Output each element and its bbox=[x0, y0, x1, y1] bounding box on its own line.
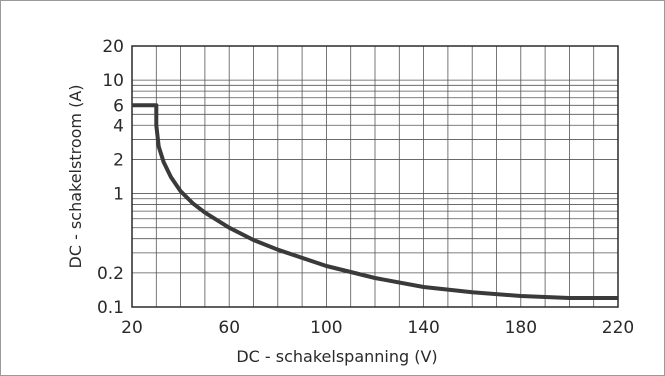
x-tick-label: 180 bbox=[505, 318, 537, 338]
y-tick-label: 20 bbox=[102, 37, 124, 57]
y-tick-label: 0.1 bbox=[97, 298, 124, 318]
y-tick-label: 6 bbox=[113, 96, 124, 116]
x-tick-label: 100 bbox=[310, 318, 342, 338]
y-tick-label: 4 bbox=[113, 116, 124, 136]
y-tick-label: 1 bbox=[113, 185, 124, 205]
series-lines bbox=[132, 103, 618, 300]
x-tick-label: 220 bbox=[602, 318, 634, 338]
tick-labels: 20 60 100 140 180 220 0.1 0.2 1 2 46 10 20 bbox=[97, 37, 634, 338]
y-tick-label: 10 bbox=[102, 71, 124, 91]
plot-border bbox=[131, 45, 619, 308]
y-axis-label: DC - schakelstroom (A) bbox=[66, 84, 85, 268]
y-tick-label: 2 bbox=[113, 150, 124, 170]
y-tick-label: 0.2 bbox=[97, 264, 124, 284]
x-tick-label: 60 bbox=[218, 318, 240, 338]
series-line bbox=[132, 103, 618, 300]
grid bbox=[132, 46, 618, 307]
x-tick-label: 20 bbox=[121, 318, 143, 338]
x-tick-label: 140 bbox=[407, 318, 439, 338]
x-axis-label: DC - schakelspanning (V) bbox=[236, 347, 437, 366]
